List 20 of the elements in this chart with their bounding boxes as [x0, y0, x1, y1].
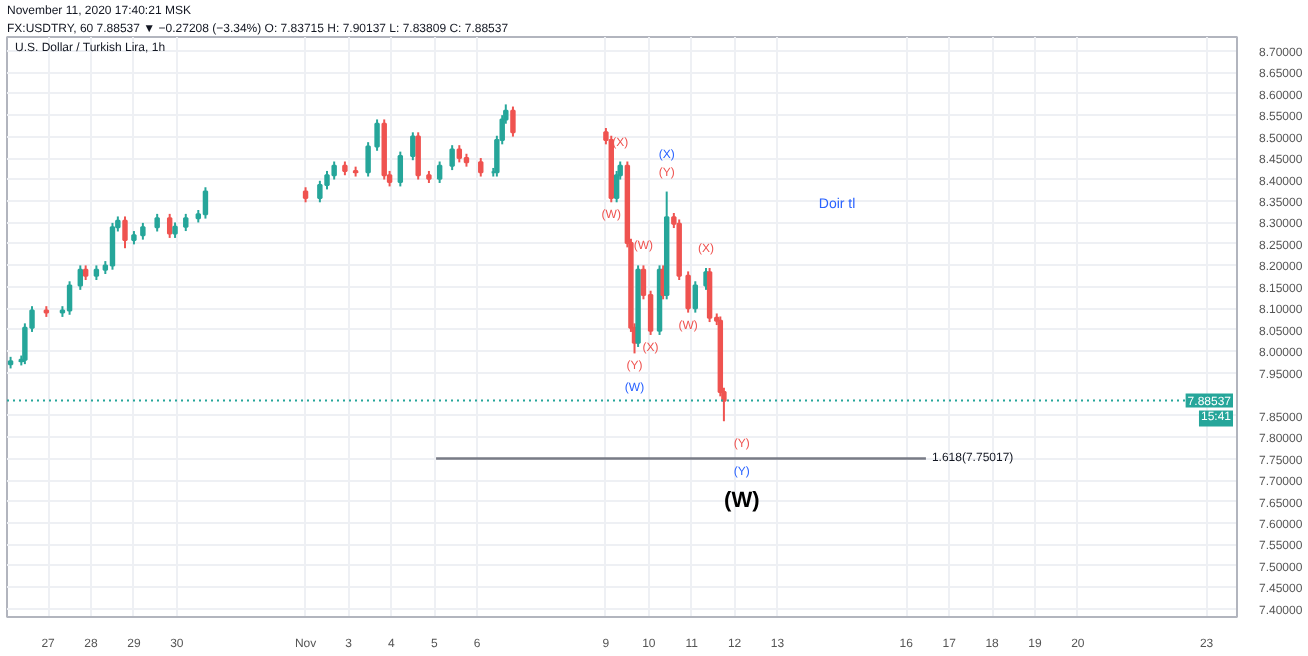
- candlestick: [317, 179, 323, 204]
- candlestick: [613, 169, 620, 204]
- candlestick: [202, 186, 209, 220]
- candlestick: [415, 131, 421, 181]
- candlestick: [109, 221, 116, 271]
- annotation: (W): [724, 488, 761, 513]
- candlestick: [449, 144, 455, 172]
- candlestick: [510, 105, 516, 138]
- candlestick: [331, 160, 337, 181]
- candlestick: [122, 215, 128, 250]
- candlestick: [77, 264, 84, 291]
- candlestick: [685, 270, 691, 314]
- candlestick: [692, 280, 699, 314]
- candlestick: [478, 157, 484, 178]
- candlestick: [436, 160, 443, 184]
- candlestick: [706, 266, 713, 324]
- candlestick: [166, 212, 173, 239]
- candlestick: [410, 131, 416, 162]
- candlestick: [397, 150, 404, 188]
- candlestick: [66, 280, 73, 316]
